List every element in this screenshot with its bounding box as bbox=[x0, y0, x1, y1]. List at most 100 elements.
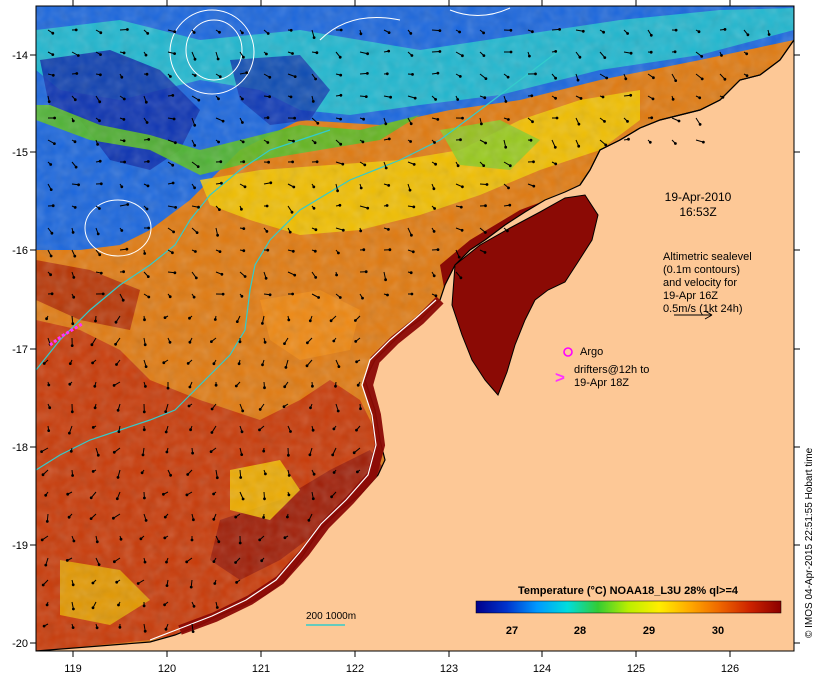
velocity-arrow-head bbox=[674, 142, 677, 145]
velocity-arrow-head bbox=[146, 32, 150, 35]
drifter-track bbox=[49, 322, 83, 347]
velocity-arrow-head bbox=[507, 186, 510, 190]
velocity-arrow-head bbox=[265, 230, 269, 233]
colorbar: Temperature (°C) NOAA18_L3U 28% ql>=4 27… bbox=[475, 585, 782, 637]
velocity-arrow-head bbox=[334, 384, 337, 388]
credit-text: © IMOS 04-Apr-2015 22:51:55 Hobart time bbox=[804, 447, 815, 638]
velocity-arrow-head bbox=[190, 538, 194, 542]
velocity-arrow-head bbox=[241, 121, 244, 124]
velocity-arrow-head bbox=[767, 33, 771, 36]
velocity-arrow-head bbox=[93, 406, 97, 410]
velocity-arrow-head bbox=[352, 451, 356, 455]
velocity-arrow-head bbox=[438, 50, 442, 53]
velocity-arrow-head bbox=[147, 138, 151, 141]
velocity-arrow-head bbox=[385, 204, 389, 207]
velocity-arrow-head bbox=[42, 362, 46, 365]
velocity-arrow-head bbox=[504, 145, 508, 149]
velocity-arrow-head bbox=[338, 296, 342, 299]
lon-tick-label: 124 bbox=[533, 663, 551, 675]
velocity-arrow-head bbox=[268, 293, 272, 297]
velocity-arrow-head bbox=[366, 206, 370, 210]
colorbar-tick: 30 bbox=[712, 625, 724, 637]
velocity-arrow-head bbox=[602, 30, 605, 34]
velocity-arrow-head bbox=[212, 492, 216, 496]
velocity-arrow-head bbox=[385, 72, 389, 76]
velocity-arrow-head bbox=[291, 52, 294, 55]
velocity-arrow-head bbox=[579, 97, 583, 100]
velocity-arrow-head bbox=[648, 140, 652, 144]
velocity-arrow-head bbox=[51, 31, 55, 35]
velocity-arrow-head bbox=[626, 120, 629, 123]
velocity-arrow-head bbox=[77, 183, 80, 187]
velocity-arrow-head bbox=[122, 118, 126, 121]
velocity-arrow-head bbox=[483, 251, 487, 254]
velocity-arrow-head bbox=[174, 206, 178, 209]
velocity-arrow-head bbox=[143, 560, 147, 564]
velocity-arrow-head bbox=[578, 55, 582, 59]
velocity-arrow-head bbox=[581, 29, 585, 33]
velocity-arrow-head bbox=[68, 431, 71, 435]
velocity-arrow-head bbox=[673, 50, 677, 54]
velocity-arrow-head bbox=[240, 430, 244, 434]
velocity-arrow-head bbox=[312, 472, 316, 476]
argo-label: Argo bbox=[580, 346, 603, 358]
velocity-arrow-head bbox=[434, 98, 438, 101]
velocity-arrow-head bbox=[99, 182, 103, 186]
velocity-arrow-head bbox=[458, 75, 462, 78]
lon-tick-label: 121 bbox=[252, 663, 270, 675]
velocity-arrow-head bbox=[363, 163, 367, 167]
velocity-arrow-head bbox=[240, 294, 244, 298]
velocity-arrow-head bbox=[359, 186, 363, 190]
lat-tick-label: -19 bbox=[12, 540, 28, 552]
velocity-arrow-head bbox=[146, 160, 150, 163]
velocity-arrow-head bbox=[241, 140, 245, 144]
velocity-arrow-head bbox=[215, 606, 219, 609]
velocity-arrow-head bbox=[361, 140, 365, 144]
velocity-arrow-head bbox=[293, 116, 297, 120]
velocity-arrow-head bbox=[91, 606, 95, 610]
velocity-arrow-head bbox=[460, 228, 464, 232]
velocity-arrow-head bbox=[314, 276, 318, 279]
velocity-arrow-head bbox=[289, 430, 292, 433]
velocity-arrow-head bbox=[189, 585, 193, 589]
time-label: 16:53Z bbox=[679, 205, 716, 219]
velocity-arrow-head bbox=[119, 537, 123, 541]
velocity-arrow-head bbox=[354, 340, 358, 343]
colorbar-gradient bbox=[475, 600, 782, 614]
velocity-arrow-head bbox=[74, 28, 78, 32]
velocity-arrow-head bbox=[89, 496, 93, 500]
velocity-arrow-head bbox=[209, 450, 213, 454]
velocity-arrow-head bbox=[531, 30, 534, 34]
velocity-arrow-head bbox=[577, 122, 581, 126]
velocity-arrow-head bbox=[723, 77, 727, 81]
isobath-label: 200 1000m bbox=[306, 611, 356, 622]
velocity-arrow-head bbox=[214, 383, 218, 387]
velocity-arrow-head bbox=[215, 476, 219, 480]
velocity-arrow-head bbox=[238, 541, 242, 545]
velocity-arrow-head bbox=[314, 228, 318, 232]
velocity-arrow-head bbox=[242, 227, 246, 231]
velocity-arrow-head bbox=[210, 431, 214, 434]
velocity-arrow-head bbox=[194, 276, 198, 280]
velocity-arrow-head bbox=[308, 453, 312, 457]
velocity-arrow-head bbox=[143, 252, 147, 255]
velocity-arrow-head bbox=[482, 54, 486, 57]
velocity-arrow-head bbox=[193, 74, 197, 77]
velocity-arrow-head bbox=[194, 250, 197, 253]
velocity-arrow-head bbox=[339, 117, 343, 121]
velocity-arrow-head bbox=[262, 516, 266, 519]
altimetry-note-line: Altimetric sealevel bbox=[663, 251, 752, 263]
velocity-arrow-head bbox=[629, 93, 633, 97]
velocity-arrow-head bbox=[188, 385, 192, 389]
velocity-arrow-head bbox=[221, 119, 225, 123]
velocity-arrow-head bbox=[287, 318, 291, 322]
velocity-arrow-head bbox=[459, 138, 462, 142]
velocity-arrow-head bbox=[195, 231, 199, 235]
velocity-arrow-head bbox=[116, 476, 120, 479]
velocity-arrow-head bbox=[72, 295, 76, 299]
velocity-arrow-head bbox=[242, 249, 246, 253]
velocity-arrow-head bbox=[384, 122, 388, 126]
velocity-arrow-head bbox=[484, 204, 487, 208]
velocity-arrow-head bbox=[332, 427, 336, 431]
velocity-arrow-head bbox=[308, 319, 312, 323]
